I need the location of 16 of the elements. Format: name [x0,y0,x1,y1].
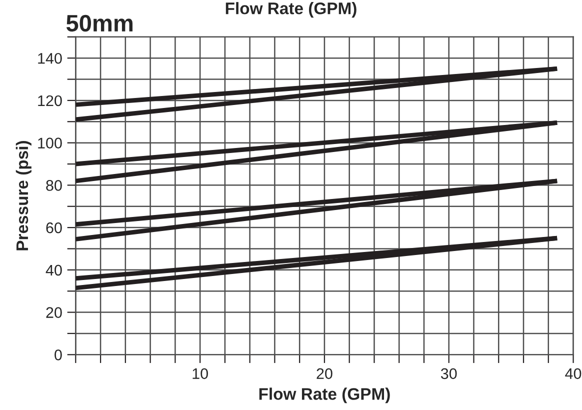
x-tick-label: 40 [565,368,582,380]
text: Flow Rate (GPM) [226,2,356,18]
y-tick-label: 80 [46,180,62,191]
y-tick-label: 60 [46,222,62,234]
x-tick-label: 30 [440,368,457,380]
y-tick-label: 120 [38,95,62,106]
y-tick-label: 20 [46,307,62,318]
y-tick-label: 100 [38,138,62,149]
x-tick-label: 20 [316,368,332,380]
x-axis-title: Flow Rate (GPM) [259,388,390,404]
chart-title: 50mm [66,14,132,32]
y-axis-title: Pressure (psi) [16,141,32,250]
x-tick-label: 10 [192,368,208,380]
y-tick-label: 40 [46,264,62,276]
y-tick-label: 140 [38,52,62,64]
y-tick-label: 0 [54,350,62,360]
